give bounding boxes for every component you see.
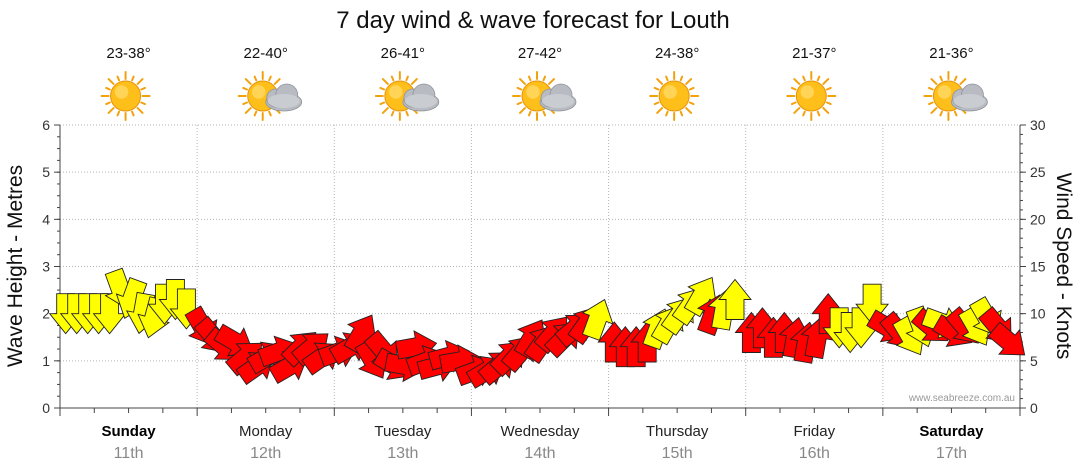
day-name-label: Saturday [919, 423, 984, 440]
temp-range-label: 24-38° [655, 45, 699, 62]
wind-wave-arrows [48, 267, 1026, 389]
left-tick-label: 0 [42, 400, 50, 416]
partly-cloudy-icon [512, 71, 577, 121]
day-name-label: Wednesday [501, 423, 580, 440]
day-name-label: Monday [239, 423, 293, 440]
day-name-label: Friday [793, 423, 835, 440]
right-axis-title: Wind Speed - Knots [1052, 173, 1075, 360]
left-tick-label: 3 [42, 259, 50, 275]
right-tick-label: 0 [1030, 400, 1038, 416]
right-tick-label: 15 [1030, 259, 1046, 275]
left-axis-title: Wave Height - Metres [4, 165, 27, 367]
grid-lines [60, 124, 1020, 408]
temp-range-label: 22-40° [244, 45, 288, 62]
wind-wave-arrow [718, 278, 752, 320]
sunny-icon [100, 71, 151, 121]
left-tick-label: 6 [42, 117, 50, 133]
wind-wave-arrow [987, 321, 1026, 356]
temp-range-label: 26-41° [381, 45, 425, 62]
right-tick-label: 30 [1030, 117, 1046, 133]
temp-range-label: 21-37° [792, 45, 836, 62]
left-tick-label: 1 [42, 353, 50, 369]
day-date-label: 12th [250, 445, 281, 462]
day-date-label: 13th [387, 445, 418, 462]
day-date-label: 15th [662, 445, 693, 462]
chart-title: 7 day wind & wave forecast for Louth [336, 7, 730, 34]
left-tick-label: 2 [42, 306, 50, 322]
wind-wave-arrow [92, 293, 127, 335]
axes: 0 1 2 3 4 5 6 0 5 10 15 20 25 30 [42, 117, 1046, 416]
sunny-icon [649, 71, 700, 121]
partly-cloudy-icon [237, 71, 303, 121]
wind-wave-arrow [683, 276, 717, 318]
day-date-label: 11th [114, 445, 144, 462]
day-date-label: 17th [936, 445, 967, 462]
sunny-icon [786, 71, 837, 121]
temp-range-label: 21-36° [929, 45, 973, 62]
temp-range-label: 27-42° [518, 45, 562, 62]
day-name-label: Tuesday [374, 423, 431, 440]
day-name-label: Sunday [101, 423, 156, 440]
partly-cloudy-icon [923, 71, 988, 121]
left-tick-label: 5 [42, 164, 50, 180]
day-labels: Sunday 11th Monday 12th Tuesday 13th Wednesday… [101, 423, 984, 462]
day-date-label: 16th [799, 445, 830, 462]
right-tick-label: 25 [1030, 164, 1046, 180]
left-tick-label: 4 [42, 211, 50, 227]
right-tick-label: 5 [1030, 353, 1038, 369]
day-name-label: Thursday [646, 423, 709, 440]
day-date-label: 14th [524, 445, 555, 462]
credit-text: www.seabreeze.com.au [908, 393, 1015, 404]
weather-row: 23-38° 22-40° 26-41° 27-42° 24-38° 21-37° 21-3… [100, 45, 988, 121]
wind-wave-arrow [581, 298, 614, 341]
right-tick-label: 10 [1030, 306, 1046, 322]
partly-cloudy-icon [374, 71, 440, 121]
temp-range-label: 23-38° [106, 45, 150, 62]
right-tick-label: 20 [1030, 211, 1046, 227]
